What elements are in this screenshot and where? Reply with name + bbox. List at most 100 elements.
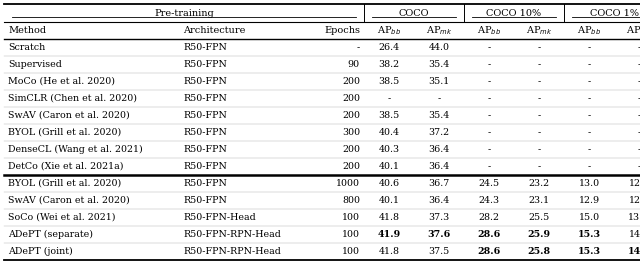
Text: 28.6: 28.6 — [477, 230, 500, 239]
Text: Supervised: Supervised — [8, 60, 62, 69]
Text: 100: 100 — [342, 230, 360, 239]
Text: 40.3: 40.3 — [378, 145, 399, 154]
Text: 28.2: 28.2 — [479, 213, 499, 222]
Text: -: - — [588, 43, 591, 52]
Text: -: - — [538, 60, 541, 69]
Text: 200: 200 — [342, 145, 360, 154]
Text: -: - — [588, 60, 591, 69]
Text: Epochs: Epochs — [324, 26, 360, 35]
Text: 23.1: 23.1 — [529, 196, 550, 205]
Text: -: - — [637, 94, 640, 103]
Text: R50-FPN: R50-FPN — [183, 196, 227, 205]
Text: AP$_{mk}$: AP$_{mk}$ — [626, 24, 640, 37]
Text: 37.6: 37.6 — [428, 230, 451, 239]
Text: 37.5: 37.5 — [428, 247, 450, 256]
Text: -: - — [637, 43, 640, 52]
Text: -: - — [588, 94, 591, 103]
Text: 14.2: 14.2 — [627, 247, 640, 256]
Text: Architecture: Architecture — [183, 26, 245, 35]
Text: 15.0: 15.0 — [579, 213, 600, 222]
Text: 41.8: 41.8 — [378, 247, 399, 256]
Text: 25.8: 25.8 — [527, 247, 550, 256]
Text: 23.2: 23.2 — [529, 179, 550, 188]
Text: 12.5: 12.5 — [628, 179, 640, 188]
Text: 800: 800 — [342, 196, 360, 205]
Text: -: - — [488, 60, 491, 69]
Text: SimCLR (Chen et al. 2020): SimCLR (Chen et al. 2020) — [8, 94, 137, 103]
Text: 36.4: 36.4 — [428, 162, 450, 171]
Text: 15.3: 15.3 — [577, 230, 600, 239]
Text: -: - — [356, 43, 360, 52]
Text: 100: 100 — [342, 213, 360, 222]
Text: -: - — [488, 111, 491, 120]
Text: -: - — [637, 60, 640, 69]
Text: AP$_{bb}$: AP$_{bb}$ — [377, 24, 401, 37]
Text: SoCo (Wei et al. 2021): SoCo (Wei et al. 2021) — [8, 213, 115, 222]
Text: R50-FPN-RPN-Head: R50-FPN-RPN-Head — [183, 247, 281, 256]
Text: 40.1: 40.1 — [378, 196, 399, 205]
Text: -: - — [637, 145, 640, 154]
Text: 15.3: 15.3 — [577, 247, 600, 256]
Text: -: - — [588, 145, 591, 154]
Text: SwAV (Caron et al. 2020): SwAV (Caron et al. 2020) — [8, 196, 130, 205]
Text: 100: 100 — [342, 247, 360, 256]
Text: 24.5: 24.5 — [479, 179, 500, 188]
Text: 37.3: 37.3 — [428, 213, 450, 222]
Text: Pre-training: Pre-training — [154, 9, 214, 18]
Text: 200: 200 — [342, 94, 360, 103]
Text: -: - — [637, 111, 640, 120]
Text: 200: 200 — [342, 77, 360, 86]
Text: -: - — [588, 162, 591, 171]
Text: ADePT (joint): ADePT (joint) — [8, 247, 73, 256]
Text: 90: 90 — [348, 60, 360, 69]
Text: -: - — [637, 162, 640, 171]
Text: 40.4: 40.4 — [378, 128, 399, 137]
Text: -: - — [637, 128, 640, 137]
Text: R50-FPN: R50-FPN — [183, 162, 227, 171]
Text: 1000: 1000 — [336, 179, 360, 188]
Text: R50-FPN-Head: R50-FPN-Head — [183, 213, 256, 222]
Text: AP$_{bb}$: AP$_{bb}$ — [477, 24, 501, 37]
Text: R50-FPN: R50-FPN — [183, 111, 227, 120]
Text: 41.9: 41.9 — [378, 230, 401, 239]
Text: 14.1: 14.1 — [628, 230, 640, 239]
Text: 13.9: 13.9 — [628, 213, 640, 222]
Text: 40.1: 40.1 — [378, 162, 399, 171]
Text: DetCo (Xie et al. 2021a): DetCo (Xie et al. 2021a) — [8, 162, 124, 171]
Text: R50-FPN: R50-FPN — [183, 128, 227, 137]
Text: 41.8: 41.8 — [378, 213, 399, 222]
Text: -: - — [637, 77, 640, 86]
Text: -: - — [538, 94, 541, 103]
Text: AP$_{bb}$: AP$_{bb}$ — [577, 24, 601, 37]
Text: -: - — [488, 43, 491, 52]
Text: AP$_{mk}$: AP$_{mk}$ — [426, 24, 452, 37]
Text: MoCo (He et al. 2020): MoCo (He et al. 2020) — [8, 77, 115, 86]
Text: 38.2: 38.2 — [378, 60, 399, 69]
Text: 40.6: 40.6 — [378, 179, 399, 188]
Text: -: - — [538, 111, 541, 120]
Text: 200: 200 — [342, 162, 360, 171]
Text: SwAV (Caron et al. 2020): SwAV (Caron et al. 2020) — [8, 111, 130, 120]
Text: DenseCL (Wang et al. 2021): DenseCL (Wang et al. 2021) — [8, 145, 143, 154]
Text: 200: 200 — [342, 111, 360, 120]
Text: 12.9: 12.9 — [579, 196, 600, 205]
Text: 25.9: 25.9 — [527, 230, 550, 239]
Text: -: - — [488, 128, 491, 137]
Text: -: - — [538, 128, 541, 137]
Text: -: - — [488, 145, 491, 154]
Text: AP$_{mk}$: AP$_{mk}$ — [525, 24, 552, 37]
Text: -: - — [538, 77, 541, 86]
Text: BYOL (Grill et al. 2020): BYOL (Grill et al. 2020) — [8, 179, 121, 188]
Text: COCO 1%: COCO 1% — [589, 9, 639, 18]
Text: 36.4: 36.4 — [428, 196, 450, 205]
Text: -: - — [488, 77, 491, 86]
Text: -: - — [488, 94, 491, 103]
Text: 12.7: 12.7 — [628, 196, 640, 205]
Text: R50-FPN: R50-FPN — [183, 145, 227, 154]
Text: -: - — [488, 162, 491, 171]
Text: 26.4: 26.4 — [378, 43, 399, 52]
Text: 35.4: 35.4 — [428, 60, 450, 69]
Text: 38.5: 38.5 — [378, 77, 399, 86]
Text: R50-FPN: R50-FPN — [183, 43, 227, 52]
Text: R50-FPN: R50-FPN — [183, 77, 227, 86]
